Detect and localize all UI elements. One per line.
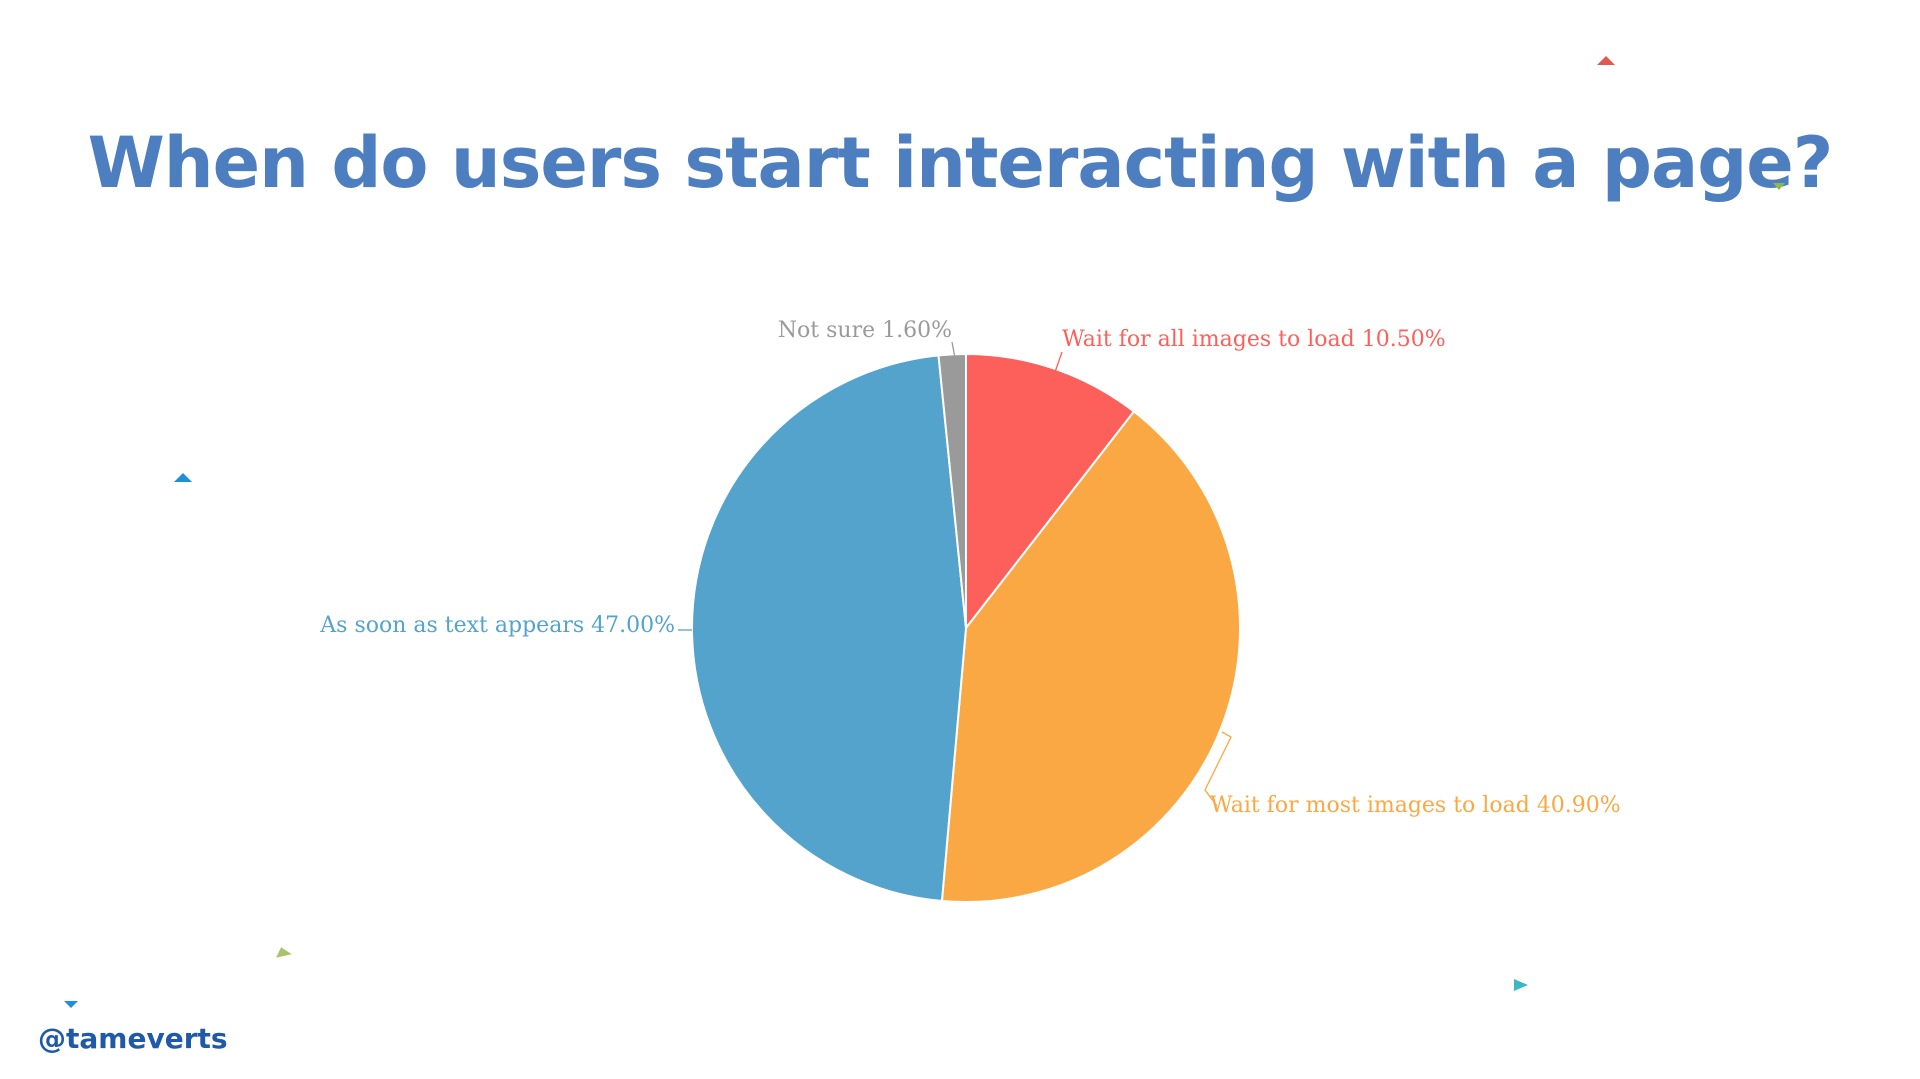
data-label-wait-for-most-images-to-load: Wait for most images to load 40.90% bbox=[1210, 793, 1621, 818]
confetti-triangle-blue-small-icon bbox=[64, 1001, 78, 1008]
confetti-triangle-red-icon bbox=[1597, 56, 1615, 65]
leader-line-1 bbox=[1054, 351, 1063, 373]
confetti-triangle-teal-icon bbox=[1514, 979, 1528, 991]
pie-slice-wait-for-all-images-to-load bbox=[965, 352, 1136, 631]
pie-slice-as-soon-as-text-appears bbox=[691, 354, 968, 903]
slide-title: When do users start interacting with a p… bbox=[87, 122, 1834, 204]
pie-slice-wait-for-most-images-to-load bbox=[940, 410, 1241, 903]
data-label-not-sure: Not sure 1.60% bbox=[778, 318, 952, 343]
twitter-handle: @tameverts bbox=[38, 1022, 228, 1055]
data-label-wait-for-all-images-to-load: Wait for all images to load 10.50% bbox=[1062, 327, 1446, 352]
confetti-triangle-green-icon bbox=[1773, 183, 1785, 190]
leader-line-4 bbox=[951, 341, 956, 359]
leader-line-2 bbox=[1204, 731, 1232, 807]
data-label-as-soon-as-text-appears: As soon as text appears 47.00% bbox=[319, 613, 675, 638]
confetti-triangle-blue-icon bbox=[174, 473, 192, 482]
pie-slice-not-sure bbox=[937, 352, 967, 629]
